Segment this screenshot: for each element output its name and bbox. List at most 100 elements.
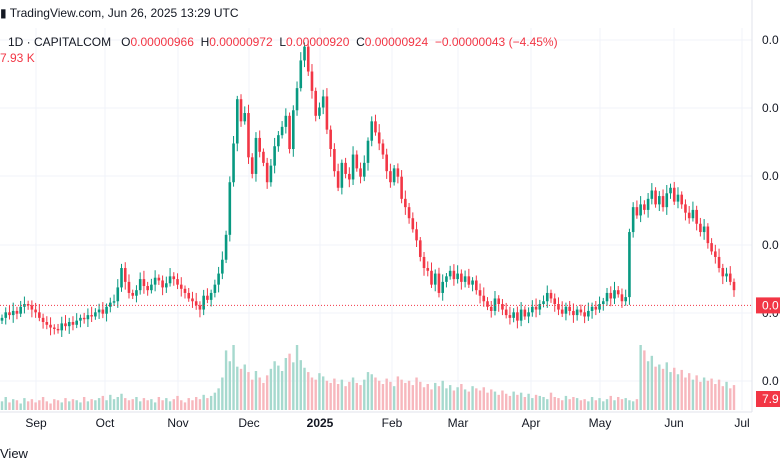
candle-body [333, 149, 336, 172]
volume-bar [714, 384, 717, 410]
candle-body [336, 171, 340, 188]
candle-body [101, 309, 105, 314]
candle-body [706, 226, 710, 244]
candle-body [250, 157, 254, 174]
volume-bar [381, 384, 385, 410]
candle-body [183, 288, 187, 293]
candle-body [497, 298, 501, 305]
candle-body [669, 187, 672, 194]
volume-bar [605, 399, 609, 410]
volume-bar [191, 400, 194, 410]
volume-bar [378, 380, 381, 410]
volume-bar [135, 397, 138, 410]
candle-body [228, 182, 232, 235]
volume-bar [691, 379, 695, 410]
candle-body [224, 234, 228, 260]
candle-body [377, 132, 381, 144]
candle-body [407, 207, 411, 219]
volume-bar [101, 395, 105, 410]
volume-bar [527, 393, 530, 410]
candle-body [650, 190, 654, 199]
volume-bar [251, 379, 254, 410]
candle-body [504, 309, 508, 316]
volume-bar [725, 381, 728, 410]
volume-bar [587, 401, 590, 410]
volume-bar [280, 371, 284, 410]
close-label: C [356, 35, 365, 49]
candle-body [277, 135, 280, 147]
ohlc-line: 1D · CAPITALCOM O0.00000966 H0.00000972 … [8, 35, 558, 49]
volume-bar [366, 372, 370, 410]
candle-body [523, 309, 527, 317]
volume-bar [94, 400, 97, 410]
volume-bar [389, 381, 392, 410]
candle-body [620, 294, 624, 302]
time-axis-label: Mar [448, 416, 469, 430]
candle-body [646, 198, 650, 210]
candle-body [232, 143, 235, 183]
candle-body [609, 292, 613, 299]
volume-bar [523, 397, 527, 410]
volume-bar [49, 403, 52, 410]
candle-body [658, 196, 661, 205]
candle-body [478, 290, 482, 296]
volume-bar [661, 368, 665, 410]
volume-bar [448, 385, 452, 410]
candle-body [501, 304, 504, 310]
candle-body [579, 309, 583, 313]
volume-bar [673, 367, 676, 410]
candle-body [687, 212, 691, 219]
volume-bar [180, 400, 183, 410]
volume-bar [437, 386, 441, 410]
volume-bar [471, 386, 474, 410]
volume-bar [542, 397, 545, 410]
volume-bar [415, 377, 418, 410]
candle-body [19, 306, 22, 314]
volume-bar [142, 398, 146, 410]
volume-bar [482, 387, 485, 410]
candle-body [67, 322, 71, 327]
attribution-line: ▮ TradingView.com, Jun 26, 2025 13:29 UT… [0, 6, 239, 20]
symbol-label[interactable]: 1D · CAPITALCOM [8, 35, 112, 49]
candle-body [329, 129, 332, 150]
candle-body [239, 99, 243, 122]
volume-bar [564, 395, 568, 410]
candle-body [112, 301, 116, 303]
volume-bar [639, 345, 642, 410]
candle-body [452, 270, 456, 280]
candle-body [288, 115, 291, 150]
low-label: L [279, 35, 286, 49]
time-axis-label: Jun [664, 416, 683, 430]
volume-bar [676, 374, 680, 410]
candle-body [359, 168, 362, 177]
volume-bar [445, 388, 448, 410]
volume-bar [325, 380, 329, 410]
candle-body [404, 198, 407, 208]
volume-bar [598, 398, 601, 410]
candle-body [4, 312, 8, 318]
volume-bar [568, 399, 571, 410]
candle-body [392, 168, 396, 183]
candle-body [564, 306, 568, 314]
volume-bar [213, 392, 217, 410]
volume-bar [340, 379, 344, 410]
volume-bar [116, 397, 119, 410]
volume-bar [247, 372, 250, 410]
candle-body [643, 204, 646, 210]
candle-body [269, 165, 273, 183]
volume-bar [198, 399, 202, 410]
candle-body [8, 312, 11, 316]
volume-bar [243, 364, 246, 410]
volume-bar [150, 399, 153, 410]
volume-bar [82, 397, 86, 410]
candle-body [695, 209, 698, 224]
volume-bar [426, 384, 429, 410]
volume-bar [131, 399, 134, 410]
candle-body [30, 305, 34, 310]
volume-bar [721, 386, 724, 410]
candle-body [97, 309, 101, 313]
volume-bar [579, 400, 583, 410]
candle-body [732, 281, 736, 291]
